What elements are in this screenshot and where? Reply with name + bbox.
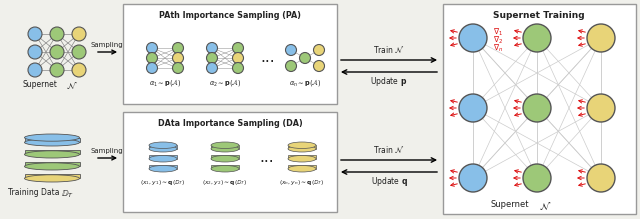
Polygon shape xyxy=(288,145,316,149)
Polygon shape xyxy=(211,165,239,169)
Polygon shape xyxy=(149,165,177,169)
Polygon shape xyxy=(211,155,239,159)
Circle shape xyxy=(232,62,243,74)
Text: Supernet Training: Supernet Training xyxy=(493,11,585,20)
Polygon shape xyxy=(149,155,177,159)
Text: $\mathbb{D}_T$: $\mathbb{D}_T$ xyxy=(61,188,74,200)
Circle shape xyxy=(207,42,218,53)
Circle shape xyxy=(173,42,184,53)
Polygon shape xyxy=(24,162,79,166)
Text: $(x_n,y_n)\sim\mathbf{q}(\mathbb{D}_T)$: $(x_n,y_n)\sim\mathbf{q}(\mathbb{D}_T)$ xyxy=(279,178,324,187)
Ellipse shape xyxy=(288,155,316,162)
Text: ...: ... xyxy=(260,51,275,65)
Text: Update $\mathbf{p}$: Update $\mathbf{p}$ xyxy=(371,75,408,88)
Circle shape xyxy=(523,94,551,122)
Circle shape xyxy=(207,53,218,64)
Circle shape xyxy=(314,44,324,55)
Bar xyxy=(123,4,337,104)
Text: Update $\mathbf{q}$: Update $\mathbf{q}$ xyxy=(371,175,408,188)
Polygon shape xyxy=(211,145,239,149)
Ellipse shape xyxy=(149,155,177,162)
Text: $\nabla_n$: $\nabla_n$ xyxy=(493,42,503,54)
Text: Sampling: Sampling xyxy=(91,42,124,48)
Text: ...: ... xyxy=(260,150,275,164)
Ellipse shape xyxy=(211,145,239,152)
Text: Supernet: Supernet xyxy=(491,200,529,209)
Ellipse shape xyxy=(288,145,316,152)
Ellipse shape xyxy=(211,155,239,162)
Ellipse shape xyxy=(24,139,79,146)
Text: $\alpha_n \sim \mathbf{p}(\mathcal{A})$: $\alpha_n \sim \mathbf{p}(\mathcal{A})$ xyxy=(289,77,321,88)
Text: $\nabla_2$: $\nabla_2$ xyxy=(493,34,503,46)
Circle shape xyxy=(173,53,184,64)
Circle shape xyxy=(50,45,64,59)
Text: $\alpha_2 \sim \mathbf{p}(\mathcal{A})$: $\alpha_2 \sim \mathbf{p}(\mathcal{A})$ xyxy=(209,77,241,88)
Text: Sampling: Sampling xyxy=(91,148,124,154)
Circle shape xyxy=(232,42,243,53)
Ellipse shape xyxy=(24,175,79,182)
Text: Training Data: Training Data xyxy=(8,188,60,197)
Polygon shape xyxy=(24,174,79,178)
Circle shape xyxy=(459,164,487,192)
Ellipse shape xyxy=(288,142,316,148)
Text: $\mathcal{N}$: $\mathcal{N}$ xyxy=(539,200,551,212)
Polygon shape xyxy=(288,155,316,159)
Bar xyxy=(443,4,636,214)
Ellipse shape xyxy=(149,142,177,148)
Circle shape xyxy=(28,27,42,41)
Circle shape xyxy=(587,164,615,192)
Ellipse shape xyxy=(149,166,177,172)
Circle shape xyxy=(285,60,296,71)
Bar xyxy=(123,112,337,212)
Circle shape xyxy=(173,62,184,74)
Circle shape xyxy=(72,63,86,77)
Circle shape xyxy=(147,42,157,53)
Ellipse shape xyxy=(211,166,239,172)
Circle shape xyxy=(285,44,296,55)
Ellipse shape xyxy=(288,166,316,172)
Ellipse shape xyxy=(149,145,177,152)
Circle shape xyxy=(587,94,615,122)
Text: $\alpha_1 \sim \mathbf{p}(\mathcal{A})$: $\alpha_1 \sim \mathbf{p}(\mathcal{A})$ xyxy=(148,77,181,88)
Circle shape xyxy=(72,45,86,59)
Polygon shape xyxy=(288,165,316,169)
Circle shape xyxy=(459,24,487,52)
Circle shape xyxy=(147,62,157,74)
Circle shape xyxy=(50,27,64,41)
Text: DAta Importance Sampling (DA): DAta Importance Sampling (DA) xyxy=(157,119,302,128)
Polygon shape xyxy=(24,138,79,142)
Text: Supernet: Supernet xyxy=(22,80,58,89)
Circle shape xyxy=(232,53,243,64)
Circle shape xyxy=(28,63,42,77)
Ellipse shape xyxy=(24,134,79,141)
Circle shape xyxy=(523,164,551,192)
Circle shape xyxy=(72,27,86,41)
Ellipse shape xyxy=(24,163,79,170)
Circle shape xyxy=(207,62,218,74)
Ellipse shape xyxy=(211,142,239,148)
Circle shape xyxy=(587,24,615,52)
Circle shape xyxy=(300,53,310,64)
Circle shape xyxy=(28,45,42,59)
Circle shape xyxy=(314,60,324,71)
Text: Train $\mathcal{N}$: Train $\mathcal{N}$ xyxy=(373,144,405,155)
Text: $(x_1,y_1)\sim\mathbf{q}(\mathbb{D}_T)$: $(x_1,y_1)\sim\mathbf{q}(\mathbb{D}_T)$ xyxy=(140,178,186,187)
Text: $(x_2,y_2)\sim\mathbf{q}(\mathbb{D}_T)$: $(x_2,y_2)\sim\mathbf{q}(\mathbb{D}_T)$ xyxy=(202,178,248,187)
Text: PAth Importance Sampling (PA): PAth Importance Sampling (PA) xyxy=(159,11,301,20)
Ellipse shape xyxy=(24,151,79,158)
Text: $\nabla_1$: $\nabla_1$ xyxy=(493,26,503,38)
Text: $\mathcal{N}$: $\mathcal{N}$ xyxy=(66,80,78,91)
Circle shape xyxy=(147,53,157,64)
Circle shape xyxy=(50,63,64,77)
Polygon shape xyxy=(24,150,79,154)
Polygon shape xyxy=(149,145,177,149)
Circle shape xyxy=(459,94,487,122)
Circle shape xyxy=(523,24,551,52)
Text: Train $\mathcal{N}$: Train $\mathcal{N}$ xyxy=(373,44,405,55)
